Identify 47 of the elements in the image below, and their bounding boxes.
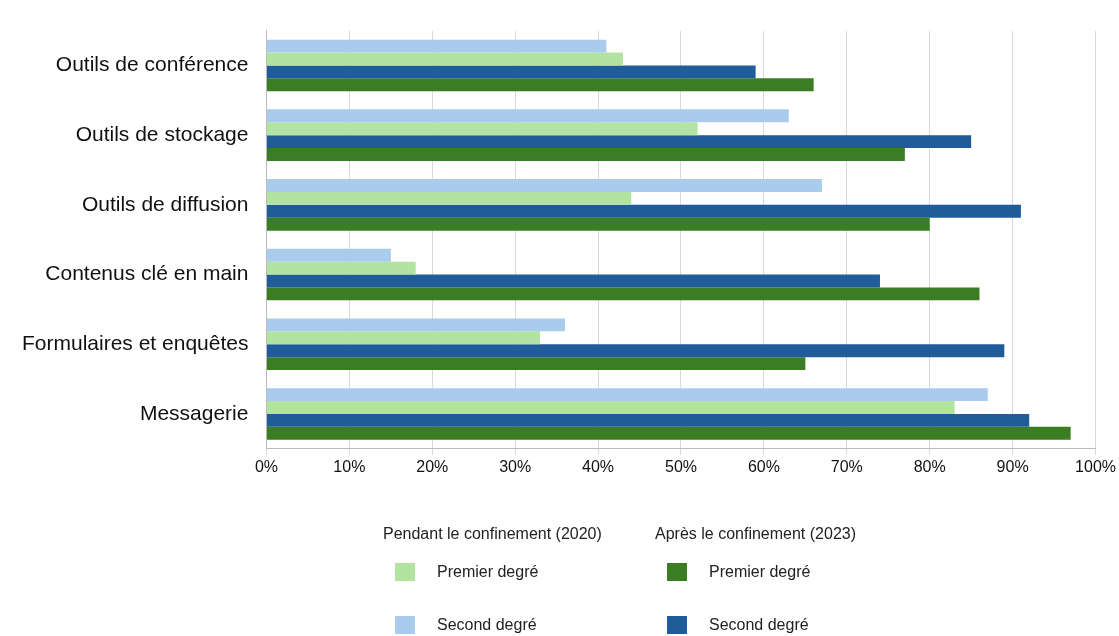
x-tick-label: 90% bbox=[996, 457, 1029, 475]
bar bbox=[266, 148, 905, 161]
x-tick-label: 30% bbox=[499, 457, 532, 475]
legend-label: Premier degré bbox=[437, 563, 539, 581]
legend-label: Premier degré bbox=[709, 563, 811, 581]
text: Après le confinement (2023) bbox=[655, 525, 856, 543]
y-tick-label: Outils de stockage bbox=[75, 121, 249, 145]
bar bbox=[266, 52, 623, 66]
bar bbox=[266, 135, 972, 149]
x-tick-label: 0% bbox=[254, 457, 279, 475]
y-tick-label: Outils de conférence bbox=[55, 52, 249, 76]
bar bbox=[266, 191, 632, 205]
y-tick-label: Formulaires et enquêtes bbox=[21, 331, 249, 355]
legend-label: Second degré bbox=[437, 616, 537, 634]
x-tick-label: 80% bbox=[913, 457, 946, 475]
x-tick-label: 100% bbox=[1075, 457, 1116, 475]
x-tick-label: 40% bbox=[582, 457, 615, 475]
x-tick-label: 60% bbox=[747, 457, 780, 475]
bar bbox=[266, 204, 1021, 218]
bar bbox=[266, 357, 806, 371]
bar bbox=[266, 426, 1071, 440]
bar bbox=[266, 413, 1030, 427]
text: Pendant le confinement (2020) bbox=[383, 525, 602, 543]
bar bbox=[266, 248, 391, 262]
bar bbox=[266, 109, 789, 123]
y-tick-label: Outils de diffusion bbox=[81, 191, 249, 215]
bar bbox=[266, 39, 607, 53]
x-tick-label: 10% bbox=[333, 457, 366, 475]
legend-label: Second degré bbox=[709, 616, 809, 634]
x-tick-label: 50% bbox=[664, 457, 698, 475]
bar bbox=[266, 274, 880, 288]
bar bbox=[266, 65, 756, 79]
bar bbox=[266, 331, 541, 345]
bar bbox=[266, 261, 416, 275]
bar bbox=[266, 78, 814, 92]
bar bbox=[266, 122, 698, 136]
bar bbox=[266, 179, 822, 192]
bar bbox=[266, 401, 955, 414]
y-tick-label: Contenus clé en main bbox=[45, 261, 249, 285]
bar bbox=[266, 287, 980, 301]
bar bbox=[266, 388, 988, 402]
bar bbox=[266, 344, 1005, 358]
x-tick-label: 20% bbox=[416, 457, 449, 475]
y-tick-label: Messagerie bbox=[139, 400, 249, 424]
bar bbox=[266, 318, 565, 332]
x-tick-label: 70% bbox=[830, 457, 863, 475]
bar bbox=[266, 217, 930, 231]
